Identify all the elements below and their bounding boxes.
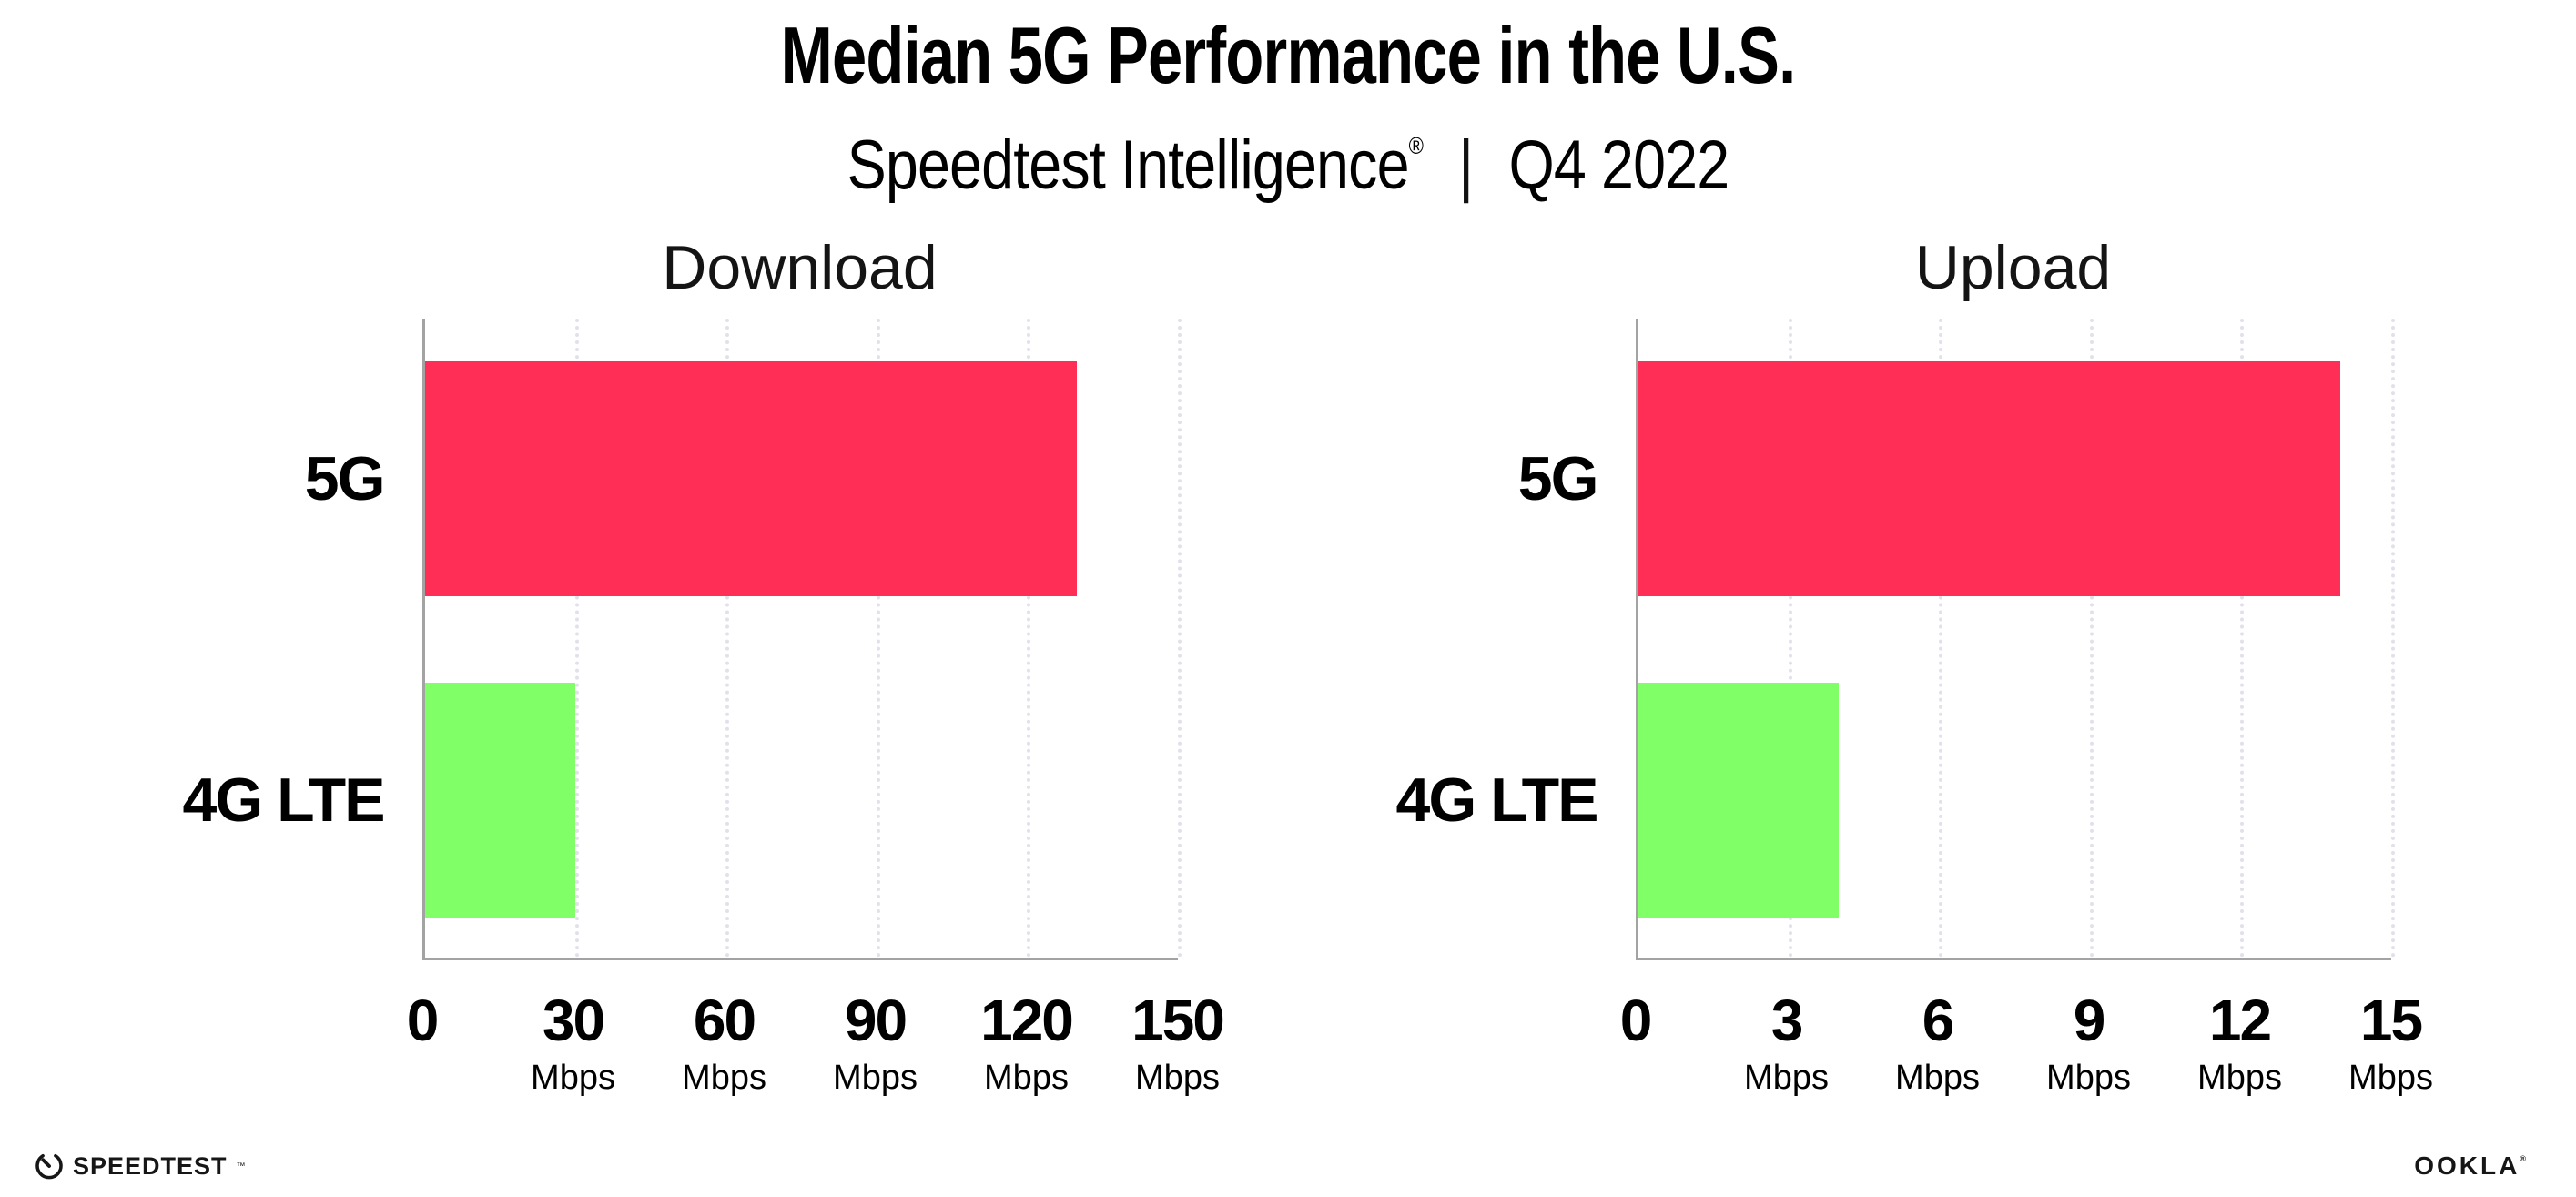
bar-4g-lte-upload: [1638, 682, 1840, 918]
tick-value: 15: [2359, 988, 2423, 1053]
bar-row: [424, 640, 1178, 961]
tick-unit: Mbps: [2197, 1059, 2282, 1097]
x-tick: 60 Mbps: [682, 991, 766, 1095]
tick-value: 0: [1619, 988, 1653, 1053]
download-bars: [424, 319, 1178, 961]
tick-unit: Mbps: [531, 1059, 615, 1097]
upload-chart-title: Upload: [1914, 233, 2112, 302]
download-chart-title: Download: [662, 233, 938, 302]
y-label-4g-lte: 4G LTE: [182, 765, 386, 835]
speedtest-wordmark: SPEEDTEST: [73, 1151, 228, 1180]
gridline: [574, 319, 579, 958]
upload-x-axis: 0 3 Mbps 6 Mbps 9 Mbps 12 Mbps 15 Mbps: [1620, 960, 2433, 1120]
header: Median 5G Performance in the U.S. Speedt…: [0, 0, 2576, 209]
tick-value: 3: [1770, 988, 1804, 1053]
tick-value: 60: [693, 988, 756, 1053]
gridline: [1177, 319, 1182, 958]
bar-4g-lte-download: [424, 682, 575, 918]
tick-value: 90: [844, 988, 908, 1053]
gridline: [2390, 319, 2395, 958]
tick-value: 12: [2208, 988, 2272, 1053]
bar-row: [424, 319, 1178, 640]
page-subtitle: Speedtest Intelligence® | Q4 2022: [193, 102, 2383, 209]
ookla-logo: OOKLA®: [2414, 1151, 2529, 1181]
registered-mark: ®: [1408, 132, 1424, 159]
upload-bars: [1638, 319, 2391, 958]
tick-unit: Mbps: [682, 1059, 766, 1097]
x-tick: 9 Mbps: [2046, 991, 2131, 1095]
download-x-axis: 0 30 Mbps 60 Mbps 90 Mbps 120 Mbps 150 M…: [407, 960, 1225, 1120]
x-tick: 0: [1619, 988, 1653, 1060]
x-tick: 12 Mbps: [2197, 991, 2282, 1095]
gridline: [1788, 319, 1792, 958]
tick-unit: Mbps: [2348, 1059, 2433, 1097]
x-tick: 30 Mbps: [531, 991, 615, 1095]
trademark-mark: ™: [236, 1161, 246, 1172]
x-tick: 120 Mbps: [980, 988, 1074, 1097]
tick-unit: Mbps: [1135, 1059, 1220, 1097]
tick-value: 30: [542, 988, 605, 1053]
y-label-5g: 5G: [1517, 444, 1599, 514]
upload-y-axis-labels: 5G 4G LTE: [1395, 319, 1636, 960]
tick-value: 6: [1922, 988, 1955, 1053]
y-label-4g-lte: 4G LTE: [1395, 765, 1599, 835]
tick-unit: Mbps: [1744, 1059, 1829, 1097]
charts-row: Download 5G 4G LTE 0: [0, 235, 2576, 1120]
x-tick: 0: [406, 988, 440, 1060]
x-tick: 6 Mbps: [1895, 991, 1980, 1095]
upload-plot-area: [1635, 319, 2395, 960]
tick-unit: Mbps: [833, 1059, 918, 1097]
speedtest-gauge-icon: [35, 1151, 64, 1181]
gridline: [1027, 319, 1031, 958]
gridline: [2089, 319, 2094, 958]
x-tick: 15 Mbps: [2348, 991, 2433, 1095]
footer: SPEEDTEST ™ OOKLA®: [0, 1151, 2576, 1181]
subtitle-separator: |: [1458, 127, 1474, 204]
download-plot-area: [421, 319, 1182, 961]
tick-unit: Mbps: [1895, 1059, 1980, 1097]
download-y-axis-labels: 5G 4G LTE: [182, 319, 422, 960]
bar-5g-download: [424, 361, 1078, 597]
tick-value: 9: [2073, 988, 2106, 1053]
subtitle-brand: Speedtest Intelligence: [847, 127, 1410, 204]
ookla-wordmark: OOKLA: [2414, 1151, 2520, 1180]
gridline: [725, 319, 730, 958]
tick-value: 150: [1131, 988, 1225, 1053]
tick-unit: Mbps: [2046, 1059, 2131, 1097]
x-tick: 90 Mbps: [833, 991, 918, 1095]
gridline: [1939, 319, 1943, 958]
registered-mark: ®: [2520, 1154, 2529, 1163]
tick-unit: Mbps: [984, 1059, 1069, 1097]
bar-row: [1638, 319, 2391, 640]
upload-chart: Upload 5G 4G LTE 0: [1395, 233, 2433, 1120]
subtitle-period: Q4 2022: [1508, 127, 1729, 204]
speedtest-logo: SPEEDTEST ™: [35, 1151, 246, 1181]
gridline: [2240, 319, 2245, 958]
gridline: [876, 319, 880, 958]
y-label-5g: 5G: [304, 444, 386, 514]
x-tick: 3 Mbps: [1744, 991, 1829, 1095]
tick-value: 120: [980, 988, 1074, 1053]
x-tick: 150 Mbps: [1131, 988, 1225, 1097]
bar-row: [1638, 640, 2391, 961]
download-chart: Download 5G 4G LTE 0: [182, 233, 1225, 1120]
bar-5g-upload: [1638, 361, 2341, 597]
page-title: Median 5G Performance in the U.S.: [780, 10, 1797, 100]
tick-value: 0: [406, 988, 440, 1053]
